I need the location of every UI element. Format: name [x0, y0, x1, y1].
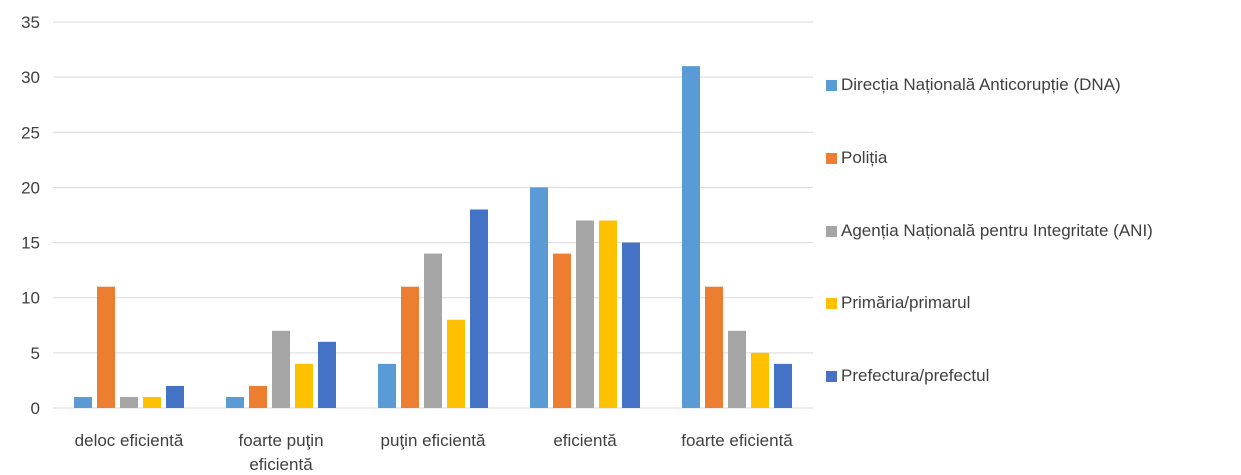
bar-3-5	[728, 330, 746, 408]
x-tick-label: foarte eficientă	[681, 431, 793, 450]
legend-item: Poliția	[826, 145, 1236, 171]
bar-1-4	[530, 187, 548, 408]
legend-label: Poliția	[841, 148, 888, 167]
bar-3-2	[272, 330, 290, 408]
y-tick-label: 15	[21, 234, 40, 253]
y-tick-label: 20	[21, 178, 40, 197]
bar-1-5	[682, 66, 700, 408]
bar-2-3	[401, 286, 419, 408]
legend-swatch	[826, 371, 837, 382]
legend-label: Prefectura/prefectul	[841, 366, 990, 385]
bar-2-1	[97, 286, 115, 408]
bar-5-2	[318, 341, 336, 408]
bar-5-5	[774, 363, 792, 408]
legend-label: Direcția Națională Anticorupție (DNA)	[841, 75, 1121, 94]
bar-2-5	[705, 286, 723, 408]
legend-swatch	[826, 226, 837, 237]
bar-1-1	[74, 396, 92, 408]
bar-5-1	[166, 385, 184, 408]
y-tick-label: 35	[21, 13, 40, 32]
bar-3-1	[120, 396, 138, 408]
bar-4-4	[599, 220, 617, 408]
legend-item: Prefectura/prefectul	[826, 363, 1236, 389]
bar-4-3	[447, 319, 465, 408]
bar-5-4	[622, 242, 640, 408]
legend-swatch	[826, 153, 837, 164]
bar-1-3	[378, 363, 396, 408]
x-tick-label: eficientă	[553, 431, 617, 450]
bar-4-5	[751, 352, 769, 408]
x-tick-label: puţin eficientă	[381, 431, 486, 450]
legend-item: Primăria/primarul	[826, 290, 1236, 316]
x-tick-label: foarte puţin	[238, 431, 323, 450]
legend-label: Agenția Națională pentru Integritate (AN…	[841, 221, 1153, 240]
bar-3-4	[576, 220, 594, 408]
bar-2-4	[553, 253, 571, 408]
bar-4-1	[143, 396, 161, 408]
x-tick-label: deloc eficientă	[75, 431, 184, 450]
y-tick-label: 5	[31, 344, 40, 363]
legend-swatch	[826, 298, 837, 309]
legend-item: Agenția Națională pentru Integritate (AN…	[826, 218, 1236, 244]
bar-1-2	[226, 396, 244, 408]
y-tick-label: 0	[31, 399, 40, 418]
bar-4-2	[295, 363, 313, 408]
bar-5-3	[470, 209, 488, 408]
y-tick-label: 30	[21, 68, 40, 87]
y-tick-label: 10	[21, 289, 40, 308]
x-tick-label: eficientă	[249, 455, 313, 474]
bar-chart: 0 5 10 15 20 25 30 35 deloc eficientă foarte puţi…	[21, 13, 813, 474]
y-tick-label: 25	[21, 123, 40, 142]
bar-3-3	[424, 253, 442, 408]
chart-legend: Direcția Națională Anticorupție (DNA) Pol…	[826, 0, 1236, 475]
legend-swatch	[826, 80, 837, 91]
legend-item: Direcția Națională Anticorupție (DNA)	[826, 72, 1236, 98]
legend-label: Primăria/primarul	[841, 293, 971, 312]
bar-2-2	[249, 385, 267, 408]
